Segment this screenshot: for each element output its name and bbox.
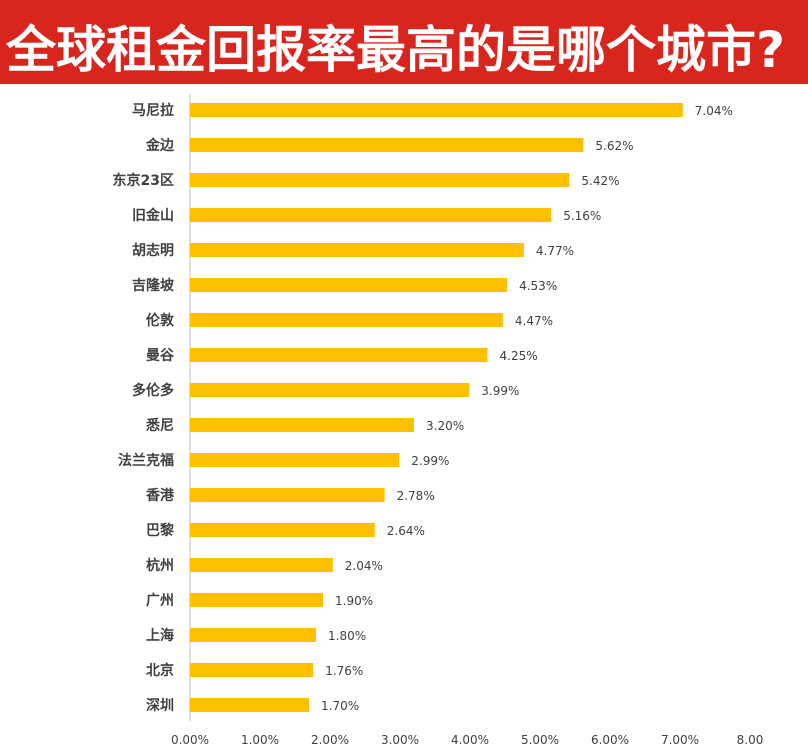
- bar: [190, 243, 524, 257]
- data-label: 2.99%: [411, 454, 449, 468]
- bar: [190, 173, 570, 187]
- category-label: 金边: [145, 137, 175, 154]
- bar: [190, 418, 414, 432]
- data-label: 1.76%: [325, 664, 363, 678]
- data-label: 1.90%: [335, 594, 373, 608]
- bar: [190, 593, 323, 607]
- chart-area: 马尼拉 7.04% 金边 5.62% 东京23区 5.42% 旧金山 5.16% 胡志明 4.77…: [0, 84, 808, 752]
- bar: [190, 313, 503, 327]
- category-label: 多伦多: [132, 382, 174, 399]
- data-label: 1.70%: [321, 699, 359, 713]
- data-label: 2.64%: [387, 524, 425, 538]
- x-tick-label: 0.00%: [171, 733, 209, 747]
- category-label: 东京23区: [113, 172, 174, 189]
- category-label: 深圳: [146, 697, 174, 714]
- data-label: 5.62%: [595, 139, 633, 153]
- category-label: 旧金山: [132, 207, 174, 224]
- x-tick-label: 5.00%: [521, 733, 559, 747]
- x-tick-label: 6.00%: [591, 733, 629, 747]
- data-label: 7.04%: [695, 104, 733, 118]
- x-tick-label: 7.00%: [661, 733, 699, 747]
- data-label: 2.78%: [397, 489, 435, 503]
- data-label: 2.04%: [345, 559, 383, 573]
- category-label: 法兰克福: [118, 452, 174, 469]
- data-label: 5.16%: [563, 209, 601, 223]
- category-label: 广州: [146, 592, 174, 609]
- data-label: 5.42%: [581, 174, 619, 188]
- data-label: 1.80%: [328, 629, 366, 643]
- category-label: 上海: [146, 627, 174, 644]
- data-label: 4.77%: [536, 244, 574, 258]
- bar-chart: 马尼拉 7.04% 金边 5.62% 东京23区 5.42% 旧金山 5.16% 胡志明 4.77…: [113, 94, 764, 747]
- bar: [190, 383, 470, 397]
- bar: [190, 663, 314, 677]
- bar: [190, 488, 385, 502]
- bar: [190, 523, 375, 537]
- title-banner: 全球租金回报率最高的是哪个城市?: [0, 0, 808, 84]
- x-tick-label: 2.00%: [311, 733, 349, 747]
- bar: [190, 453, 400, 467]
- category-label: 杭州: [146, 557, 174, 574]
- bar: [190, 348, 488, 362]
- category-label: 北京: [146, 662, 174, 679]
- category-label: 曼谷: [146, 348, 175, 364]
- bar: [190, 103, 683, 117]
- x-tick-label: 3.00%: [381, 733, 419, 747]
- bar: [190, 138, 584, 152]
- category-label: 伦敦: [146, 312, 175, 329]
- category-label: 香港: [145, 487, 175, 504]
- category-label: 吉隆坡: [132, 277, 175, 294]
- category-label: 胡志明: [132, 242, 174, 259]
- bar: [190, 628, 316, 642]
- x-tick-label: 1.00%: [241, 733, 279, 747]
- bar: [190, 278, 508, 292]
- category-label: 马尼拉: [132, 102, 174, 119]
- bar: [190, 698, 309, 712]
- data-label: 4.25%: [500, 349, 538, 363]
- x-tick-label: 8.00: [737, 733, 764, 747]
- data-label: 3.20%: [426, 419, 464, 433]
- data-label: 4.53%: [519, 279, 557, 293]
- bar: [190, 208, 552, 222]
- chart-title: 全球租金回报率最高的是哪个城市?: [6, 21, 786, 79]
- category-label: 悉尼: [145, 417, 174, 434]
- data-label: 4.47%: [515, 314, 553, 328]
- x-tick-label: 4.00%: [451, 733, 489, 747]
- data-label: 3.99%: [481, 384, 519, 398]
- bar: [190, 558, 333, 572]
- category-label: 巴黎: [146, 522, 174, 539]
